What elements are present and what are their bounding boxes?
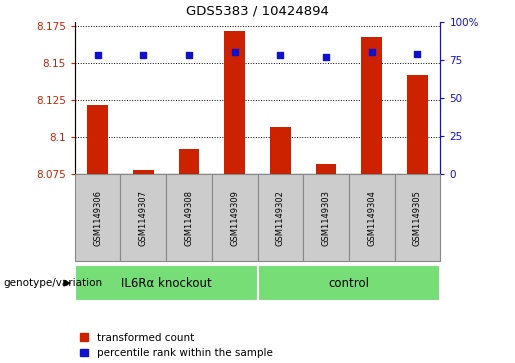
Point — [414, 51, 422, 57]
Legend: transformed count, percentile rank within the sample: transformed count, percentile rank withi… — [80, 333, 272, 358]
FancyBboxPatch shape — [212, 174, 258, 261]
FancyBboxPatch shape — [349, 174, 394, 261]
Bar — [316, 164, 336, 174]
Text: GSM1149303: GSM1149303 — [321, 190, 331, 246]
Point — [322, 54, 330, 60]
Bar — [87, 105, 108, 174]
Text: GSM1149306: GSM1149306 — [93, 190, 102, 246]
Bar — [225, 30, 245, 174]
FancyBboxPatch shape — [75, 174, 121, 261]
Bar — [270, 127, 290, 174]
Text: control: control — [329, 277, 369, 290]
Text: GSM1149309: GSM1149309 — [230, 190, 239, 246]
Text: GSM1149307: GSM1149307 — [139, 190, 148, 246]
Point — [231, 49, 239, 55]
Text: IL6Rα knockout: IL6Rα knockout — [121, 277, 212, 290]
Bar — [133, 170, 153, 174]
FancyBboxPatch shape — [258, 174, 303, 261]
FancyBboxPatch shape — [303, 174, 349, 261]
Point — [93, 52, 101, 58]
Text: GSM1149305: GSM1149305 — [413, 190, 422, 246]
Bar — [179, 149, 199, 174]
FancyBboxPatch shape — [166, 174, 212, 261]
Text: genotype/variation: genotype/variation — [4, 278, 103, 288]
Point — [276, 52, 284, 58]
FancyBboxPatch shape — [121, 174, 166, 261]
FancyBboxPatch shape — [394, 174, 440, 261]
Title: GDS5383 / 10424894: GDS5383 / 10424894 — [186, 5, 329, 18]
Text: GSM1149304: GSM1149304 — [367, 190, 376, 246]
Point — [139, 52, 147, 58]
Bar — [362, 37, 382, 174]
Bar — [407, 75, 428, 174]
Point — [368, 49, 376, 55]
FancyBboxPatch shape — [258, 265, 440, 301]
Point — [185, 52, 193, 58]
Text: GSM1149302: GSM1149302 — [276, 190, 285, 246]
Text: GSM1149308: GSM1149308 — [184, 190, 194, 246]
FancyBboxPatch shape — [75, 265, 258, 301]
